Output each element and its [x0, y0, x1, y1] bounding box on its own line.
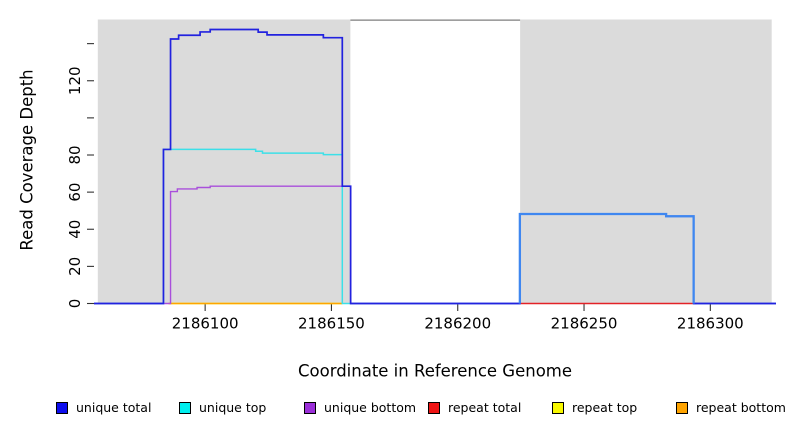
unique-total-unique-top-overlap-line	[518, 212, 695, 304]
y-axis-title: Read Coverage Depth	[17, 69, 37, 251]
y-tick-label: 40	[66, 220, 84, 239]
x-tick-label: 2186200	[424, 315, 491, 333]
x-tick-label: 2186300	[677, 315, 744, 333]
y-tick-label: 80	[66, 145, 84, 164]
x-tick-label: 2186150	[298, 315, 365, 333]
y-tick-label: 60	[66, 183, 84, 202]
y-tick-label: 20	[66, 257, 84, 276]
x-tick-label: 2186250	[551, 315, 618, 333]
right-gray-block	[520, 19, 772, 304]
y-tick-label: 0	[66, 299, 84, 309]
x-tick-label: 2186100	[172, 315, 239, 333]
x-axis-title: Coordinate in Reference Genome	[297, 361, 573, 381]
y-tick-label: 120	[66, 66, 84, 95]
left-gray-block	[97, 19, 351, 304]
